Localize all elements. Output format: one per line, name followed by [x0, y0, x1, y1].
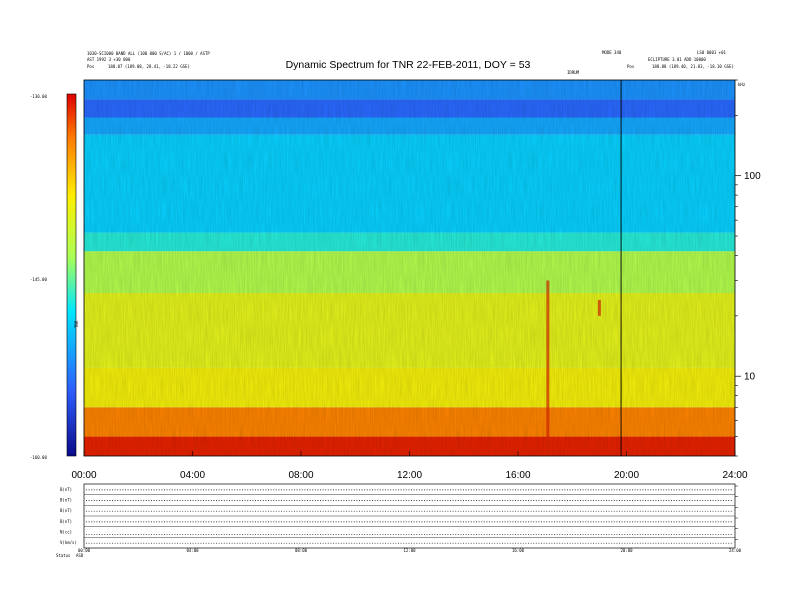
lower-panel-label: B(nT)	[60, 519, 72, 524]
header-right: MODE 340 LS0 0001 +01 ECLIPTURE 3.01 ADD…	[602, 50, 734, 69]
lower-x-tick-label: 08:00	[295, 548, 308, 553]
header-left-line: AST 1992 3 +30 000	[87, 57, 131, 62]
header-right-line: ECLIPTURE 3.01 ADD 10000	[648, 57, 706, 62]
colorbar	[66, 93, 77, 457]
lower-x-tick-label: 16:00	[512, 548, 525, 553]
spectrum-texture	[84, 80, 735, 456]
lower-x-tick-label: 00:00	[78, 548, 91, 553]
lower-panel-label: V(km/s)	[60, 540, 77, 545]
chart-title: Dynamic Spectrum for TNR 22-FEB-2011, DO…	[286, 59, 531, 71]
colorbar-tick-label: -130.00	[30, 94, 47, 99]
x-tick-label: 04:00	[180, 470, 205, 481]
lower-panels: B(nT) B(nT) B(nT) B(nT) N(cc) V(km/s)00:00 04:…	[60, 483, 742, 553]
header-right-line: 188.88 (189.40, 21.83, -18.10 GSE)	[652, 64, 734, 69]
lower-x-tick-label: 12:00	[403, 548, 416, 553]
header-left-line: 188.07 (189.08, 28.41, -18.22 GSE)	[108, 64, 190, 69]
lower-x-tick-label: 20:00	[620, 548, 633, 553]
x-tick-label: 24:00	[722, 470, 747, 481]
status-label: Status	[56, 553, 71, 558]
lower-panel-label: N(cc)	[60, 530, 72, 535]
x-tick-label: 20:00	[614, 470, 639, 481]
lower-panel-label: B(nT)	[60, 487, 72, 492]
lower-x-tick-label: 24:00	[729, 548, 742, 553]
secondary-label: IDRUM	[567, 70, 580, 75]
y-tick-label: 100	[744, 171, 761, 182]
colorbar-label: TNR	[74, 320, 79, 328]
burst-feature	[597, 299, 601, 316]
header-right-line: Pos	[627, 64, 635, 69]
x-tick-label: 08:00	[288, 470, 313, 481]
unit-label: kHz	[738, 82, 746, 87]
x-tick-label: 00:00	[71, 470, 96, 481]
header-left-line: Pos	[87, 64, 95, 69]
header-right-line: MODE 340	[602, 50, 622, 55]
header-right-line: LS0 0001 +01	[697, 50, 726, 55]
x-axis: 00:00 04:00 08:00 12:00 16:00 20:00 24:00	[71, 451, 748, 481]
lower-panel-label: B(nT)	[60, 498, 72, 503]
colorbar-tick-label: -145.00	[30, 277, 47, 282]
x-tick-label: 12:00	[397, 470, 422, 481]
y-axis: 100 10	[735, 79, 761, 457]
y-tick-label: 10	[744, 372, 756, 383]
x-tick-label: 16:00	[505, 470, 530, 481]
status-value: ASD	[76, 553, 84, 558]
header-left: 1030-SCI000 BAND ALL (100 000 S/AC) 1 / …	[87, 51, 210, 69]
lower-panel-label: B(nT)	[60, 508, 72, 513]
header-left-line: 1030-SCI000 BAND ALL (100 000 S/AC) 1 / …	[87, 51, 210, 56]
spectrogram	[84, 80, 735, 456]
burst-feature	[546, 280, 550, 456]
lower-x-tick-label: 04:00	[186, 548, 199, 553]
colorbar-tick-label: -160.00	[30, 455, 47, 460]
